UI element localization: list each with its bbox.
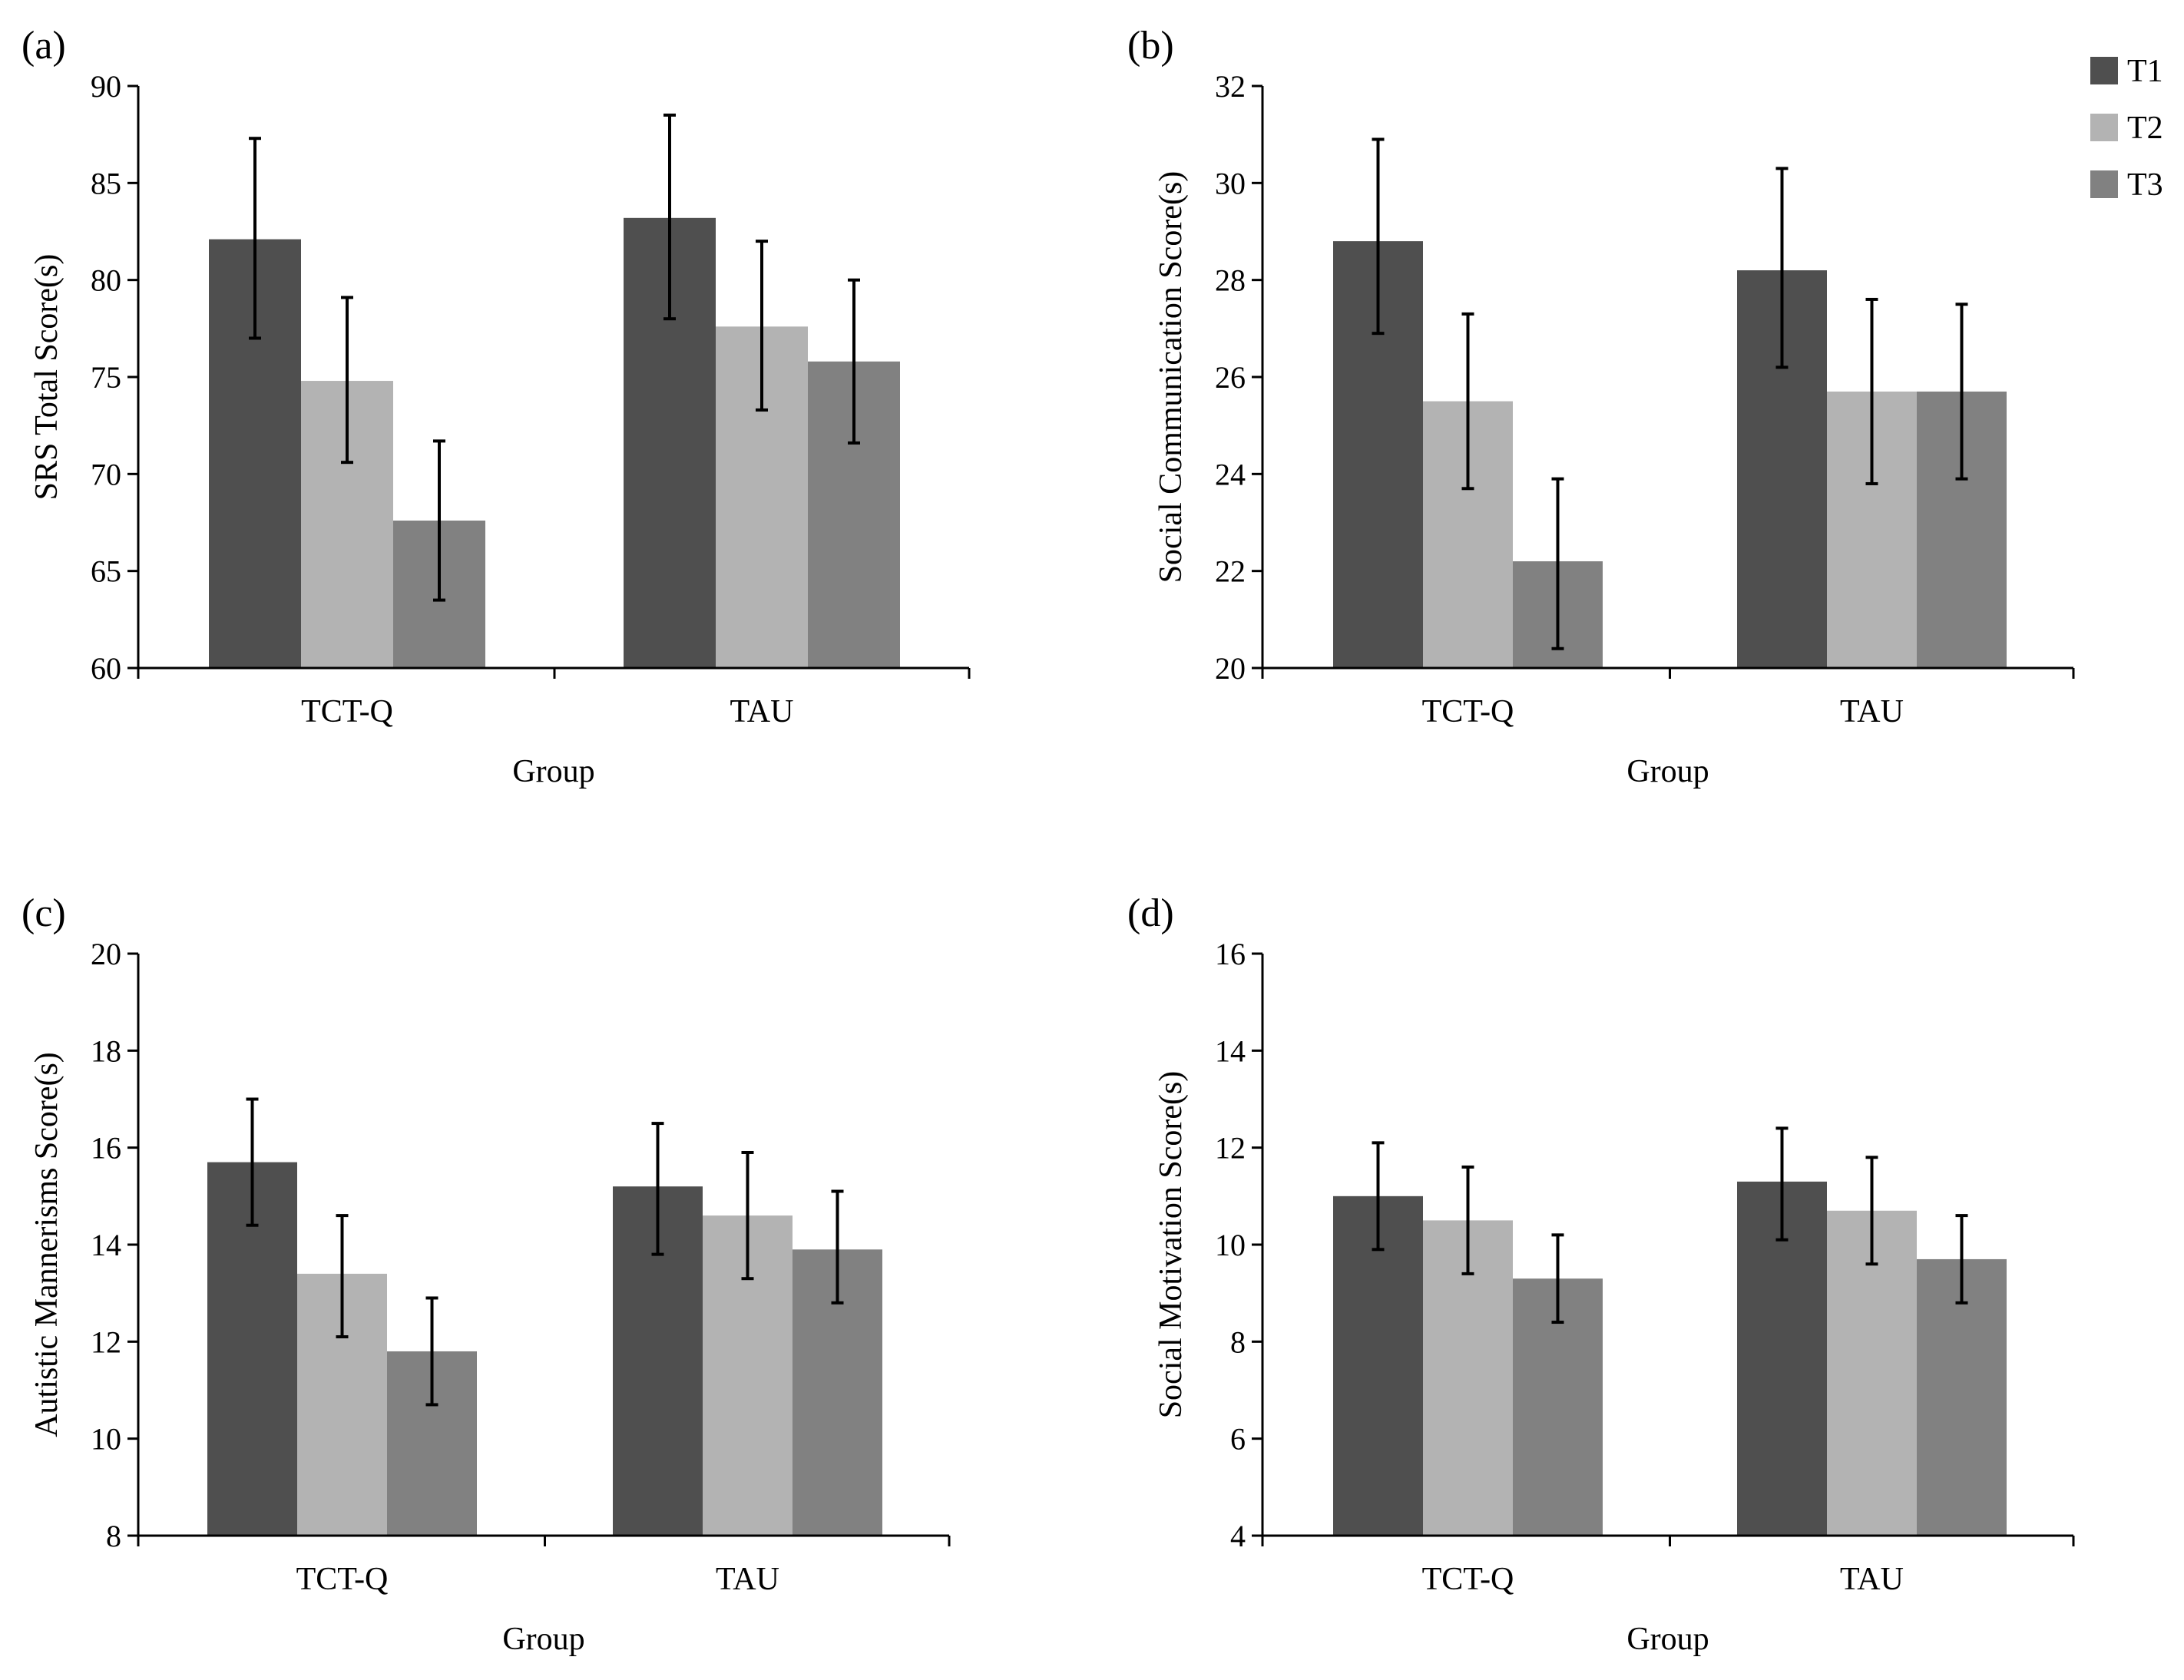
y-tick-label: 70 (91, 457, 121, 491)
x-category-label: TAU (730, 694, 794, 729)
x-category-label: TCT-Q (296, 1562, 389, 1597)
y-tick-label: 80 (91, 263, 121, 298)
y-tick-label: 16 (1215, 937, 1246, 971)
y-tick-label: 8 (106, 1519, 121, 1553)
y-tick-label: 85 (91, 166, 121, 200)
legend-swatch-T1 (2090, 57, 2118, 84)
y-axis-title: Social Motivation Score(s) (1153, 1071, 1189, 1419)
y-axis-title: Social Communication Score(s) (1153, 171, 1189, 584)
y-tick-label: 18 (91, 1033, 121, 1068)
y-tick-label: 26 (1215, 360, 1246, 395)
y-tick-label: 10 (1215, 1228, 1246, 1262)
bar-T3-TAU (1917, 1258, 2007, 1536)
panel-label: (d) (1127, 891, 1174, 935)
x-axis-title: Group (512, 754, 594, 789)
legend-label-T2: T2 (2127, 111, 2163, 146)
legend: T1 T2 T3 (2090, 54, 2163, 203)
y-tick-label: 32 (1215, 69, 1246, 104)
y-tick-label: 10 (91, 1422, 121, 1457)
y-tick-label: 30 (1215, 166, 1246, 200)
panel-a: (a) 60 65 70 75 80 85 90 TCT-Q TAU Group SRS Total … (22, 24, 971, 789)
y-tick-label: 90 (91, 69, 121, 104)
y-tick-label: 8 (1230, 1324, 1246, 1359)
y-tick-label: 20 (1215, 651, 1246, 686)
x-axis-title: Group (1626, 754, 1709, 789)
y-axis-title: SRS Total Score(s) (29, 254, 65, 501)
y-tick-label: 12 (1215, 1131, 1246, 1166)
x-category-label: TAU (1840, 694, 1904, 729)
y-tick-label: 65 (91, 554, 121, 589)
x-category-label: TCT-Q (1422, 694, 1514, 729)
y-tick-label: 14 (1215, 1033, 1246, 1068)
legend-swatch-T3 (2090, 170, 2118, 198)
panel-label: (a) (22, 24, 66, 68)
x-axis-title: Group (1626, 1622, 1709, 1657)
y-tick-label: 24 (1215, 457, 1246, 491)
legend-label-T3: T3 (2127, 167, 2163, 203)
y-tick-label: 28 (1215, 263, 1246, 298)
y-tick-label: 6 (1230, 1422, 1246, 1457)
x-category-label: TAU (716, 1562, 779, 1597)
legend-label-T1: T1 (2127, 54, 2163, 89)
y-tick-label: 60 (91, 651, 121, 686)
panel-label: (c) (22, 891, 66, 935)
y-tick-label: 22 (1215, 554, 1246, 589)
y-tick-label: 12 (91, 1324, 121, 1359)
x-category-label: TCT-Q (301, 694, 393, 729)
bar-T1-TCT-Q (1333, 1196, 1423, 1536)
panel-d: (d) 4 6 8 10 12 14 16 TCT-Q TAU Group Social Motiva… (1127, 891, 2075, 1657)
y-tick-label: 75 (91, 360, 121, 395)
y-tick-label: 4 (1230, 1519, 1246, 1553)
x-category-label: TAU (1840, 1562, 1904, 1597)
y-tick-label: 16 (91, 1131, 121, 1166)
legend-swatch-T2 (2090, 114, 2118, 141)
y-tick-label: 14 (91, 1228, 121, 1262)
x-category-label: TCT-Q (1422, 1562, 1514, 1597)
y-tick-label: 20 (91, 937, 121, 971)
panel-c: (c) 8 10 12 14 16 18 20 TCT-Q TAU Group Autistic Ma… (22, 891, 951, 1657)
x-axis-title: Group (502, 1622, 584, 1657)
y-axis-title: Autistic Mannerisms Score(s) (29, 1052, 65, 1437)
panel-b: (b) 20 22 24 26 28 30 32 TCT-Q TAU Group Social Com… (1127, 24, 2075, 789)
panel-label: (b) (1127, 24, 1174, 68)
